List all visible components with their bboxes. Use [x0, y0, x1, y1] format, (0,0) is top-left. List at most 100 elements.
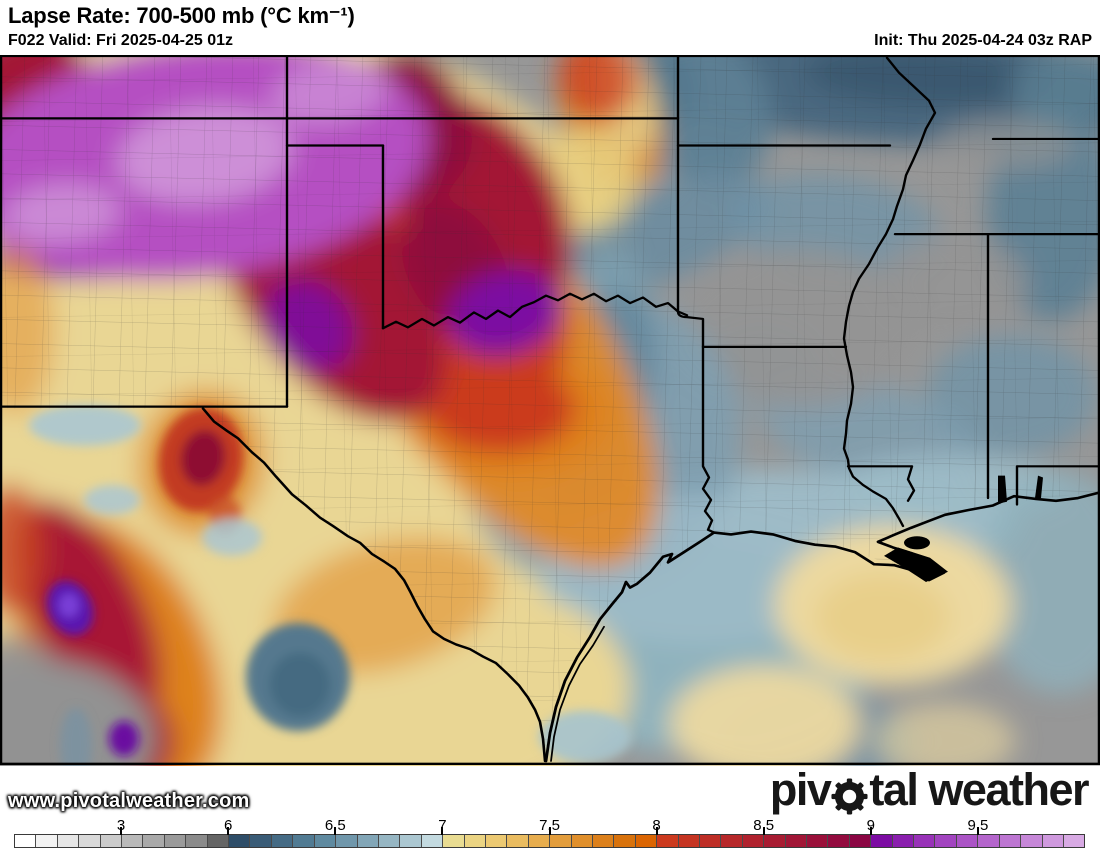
field-blob [980, 470, 1100, 694]
colorbar-cell [935, 835, 957, 847]
field-blob [202, 518, 262, 556]
colorbar-cell [229, 835, 251, 847]
colorbar-cell [207, 835, 230, 847]
padre-island-barrier [550, 625, 605, 762]
delta-and-bays [884, 475, 1043, 582]
county-grid-coarse [0, 55, 1100, 762]
field-blob [670, 665, 860, 766]
border-ks-mo-ok-ar [676, 55, 705, 349]
colorbar-cell [785, 835, 808, 847]
field-blob [84, 484, 140, 515]
colorbar-cell [443, 835, 465, 847]
colorbar-cell [164, 835, 187, 847]
field-blob [29, 404, 141, 446]
colorbar-cell [614, 835, 636, 847]
map-frame [0, 55, 1100, 766]
colorbar-tick-label: 8.5 [753, 817, 775, 834]
colorbar-cell [122, 835, 144, 847]
field-blob [814, 572, 950, 663]
logo-text-prefix: piv [769, 764, 832, 815]
colorbar-tick [762, 827, 765, 835]
colorbar-cell [892, 835, 915, 847]
colorbar-cell [999, 835, 1022, 847]
colorbar-tick [976, 827, 979, 835]
colorbar-tick [120, 827, 123, 835]
colorbar-cell [421, 835, 444, 847]
map-header: Lapse Rate: 700-500 mb (°C km⁻¹) F022 Va… [0, 0, 1100, 55]
colorbar-cell [100, 835, 123, 847]
colorbar-cell [678, 835, 700, 847]
colorbar-cell [956, 835, 979, 847]
lapse-rate-field-detail [29, 404, 631, 766]
mississippi-delta [884, 547, 948, 582]
colorbar-cell [293, 835, 315, 847]
gulf-coastline [544, 491, 1100, 763]
colorbar-cell [271, 835, 294, 847]
field-blob [109, 720, 139, 757]
field-blob [59, 593, 79, 618]
product-title: Lapse Rate: 700-500 mb (°C km⁻¹) [8, 3, 355, 28]
colorbar-tick-label: 3 [116, 817, 126, 834]
colorbar-cell [721, 835, 743, 847]
colorbar-tick [548, 827, 551, 835]
colorbar-cell [143, 835, 165, 847]
field-blob [60, 707, 92, 766]
colorbar-tick-label: 7.5 [539, 817, 560, 834]
colorbar-cell [36, 835, 58, 847]
field-blob [539, 710, 631, 763]
field-blob [875, 703, 1015, 766]
colorbar-tick-label: 9 [866, 817, 875, 834]
colorbar-cell [336, 835, 358, 847]
border-al-fl [1015, 465, 1100, 506]
logo-text-suffix: tal weather [869, 764, 1089, 815]
colorbar-tick [227, 827, 230, 835]
lapse-rate-map-canvas [0, 55, 1100, 766]
colorbar-cell [550, 835, 572, 847]
mississippi-river [842, 56, 937, 528]
colorbar-cells [14, 834, 1085, 848]
colorbar-tick-label: 9.5 [967, 817, 989, 834]
field-blob [0, 635, 63, 738]
colorbar-tick [441, 827, 444, 835]
border-tx-la-sabine [701, 345, 716, 534]
perdido-bay [1035, 475, 1043, 499]
colorbar-tick-label: 6.5 [324, 817, 346, 834]
colorbar-cell [742, 835, 765, 847]
weather-map: www.pivotalweather.com piv tal weather [0, 55, 1100, 817]
colorbar-cell [849, 835, 872, 847]
colorbar-tick-label: 8 [652, 817, 661, 834]
colorbar-cell [1042, 835, 1064, 847]
colorbar-cell [764, 835, 786, 847]
colorbar-cell [1021, 835, 1043, 847]
colorbar-cell [828, 835, 850, 847]
colorbar-cell [314, 835, 337, 847]
colorbar-tick [655, 827, 658, 835]
init-time-label: Init: Thu 2025-04-24 03z RAP [874, 32, 1092, 49]
colorbar-cell [79, 835, 101, 847]
colorbar-cell [507, 835, 529, 847]
colorbar-cell [700, 835, 722, 847]
field-blob [180, 430, 226, 486]
rio-grande-river [201, 407, 547, 763]
pivotal-weather-logo: piv tal weather [769, 764, 1090, 816]
colorbar-cell [186, 835, 208, 847]
colorbar-cell [571, 835, 593, 847]
colorbar-tick [869, 827, 872, 835]
colorbar-cell [250, 835, 272, 847]
border-la-ms-pearl [846, 465, 916, 502]
red-river [381, 292, 689, 330]
colorbar-cell [400, 835, 422, 847]
valid-time-label: F022 Valid: Fri 2025-04-25 01z [8, 32, 234, 49]
gear-icon [831, 774, 868, 815]
colorbar-tick-label: 7 [438, 817, 447, 834]
mobile-bay [998, 475, 1007, 504]
colorbar-cell [528, 835, 551, 847]
colorbar-cell [657, 835, 679, 847]
colorbar-tick-label: 6 [224, 817, 233, 834]
colorbar: 3 6 6.5 7 7.5 8 8.5 9 9.5 [0, 817, 1100, 850]
colorbar-cell [485, 835, 508, 847]
lake-pontchartrain [904, 536, 930, 550]
colorbar-cell [635, 835, 658, 847]
colorbar-cell [57, 835, 80, 847]
colorbar-cell [978, 835, 1000, 847]
